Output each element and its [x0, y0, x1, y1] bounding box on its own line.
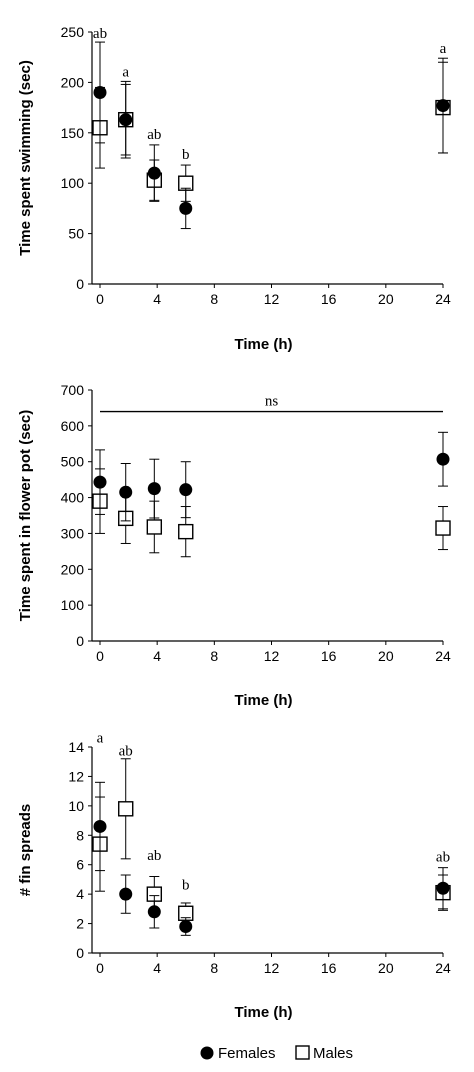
data-point-female	[436, 881, 450, 895]
significance-letter: a	[97, 730, 104, 746]
x-tick-label: 8	[210, 291, 218, 307]
significance-letter: b	[182, 147, 190, 163]
x-tick-label: 16	[321, 648, 337, 664]
significance-letter: a	[440, 41, 447, 57]
x-tick-label: 24	[435, 648, 451, 664]
y-tick-label: 50	[68, 226, 84, 242]
x-tick-label: 12	[264, 291, 280, 307]
data-point-female	[93, 475, 107, 489]
y-tick-label: 300	[61, 525, 85, 541]
legend: Females Males	[200, 1045, 353, 1062]
x-tick-label: 0	[96, 291, 104, 307]
data-point-male	[118, 801, 134, 817]
x-tick-label: 0	[96, 960, 104, 976]
significance-letter: ab	[93, 26, 107, 42]
series-females	[93, 431, 450, 522]
x-tick-label: 8	[210, 960, 218, 976]
legend-males-marker	[295, 1045, 310, 1060]
y-tick-label: 0	[76, 276, 84, 292]
data-point-male	[178, 523, 194, 540]
significance-letter: b	[182, 878, 190, 894]
data-point-female	[147, 482, 161, 496]
significance-letter: ab	[119, 744, 133, 760]
data-point-female	[179, 201, 193, 215]
x-axis-title: Time (h)	[234, 692, 292, 709]
y-tick-label: 6	[76, 857, 84, 873]
y-tick-label: 250	[61, 24, 85, 40]
data-point-female	[179, 483, 193, 497]
y-tick-label: 10	[68, 798, 84, 814]
data-point-female	[119, 113, 133, 127]
data-point-female	[147, 166, 161, 180]
y-tick-label: 400	[61, 490, 85, 506]
significance-letter: a	[122, 64, 129, 80]
data-point-female	[147, 905, 161, 919]
y-tick-label: 200	[61, 74, 85, 90]
series-males	[92, 468, 451, 558]
data-point-male	[435, 520, 451, 536]
x-tick-label: 8	[210, 648, 218, 664]
x-tick-label: 4	[153, 960, 161, 976]
series-females	[93, 781, 450, 936]
y-tick-label: 12	[68, 768, 84, 784]
chart-panel-2: 0 100 200 300 400 500 600 700 0 4 8 12 16 20 24 Time (h…	[17, 382, 451, 709]
x-tick-label: 12	[264, 960, 280, 976]
y-tick-label: 0	[76, 945, 84, 961]
y-tick-label: 700	[61, 382, 85, 398]
significance-letter: ab	[147, 848, 161, 864]
chart-panel-1: 0 50 100 150 200 250 0 4 8 12 16 20 24 Time (h) Time s…	[17, 24, 451, 353]
data-point-female	[93, 819, 107, 833]
significance-letter: ab	[436, 850, 450, 866]
data-point-male	[146, 519, 163, 535]
data-point-female	[436, 452, 450, 466]
y-tick-label: 150	[61, 125, 85, 141]
data-point-female	[436, 99, 450, 113]
data-point-female	[119, 485, 133, 499]
x-axis-title: Time (h)	[234, 1004, 292, 1021]
x-tick-label: 24	[435, 291, 451, 307]
y-tick-label: 500	[61, 454, 85, 470]
x-tick-label: 16	[321, 291, 337, 307]
legend-females-label: Females	[218, 1045, 276, 1062]
x-tick-label: 20	[378, 648, 394, 664]
series-females	[93, 41, 450, 230]
x-tick-label: 4	[153, 648, 161, 664]
x-tick-label: 24	[435, 960, 451, 976]
y-axis-title: # fin spreads	[17, 804, 34, 897]
significance-label: ns	[265, 394, 279, 410]
x-tick-label: 20	[378, 960, 394, 976]
y-tick-label: 100	[61, 597, 85, 613]
y-axis-title: Time spent in flower pot (sec)	[17, 410, 34, 621]
y-tick-label: 14	[68, 739, 84, 755]
data-point-female	[179, 920, 193, 934]
x-axis-title: Time (h)	[234, 336, 292, 353]
x-tick-label: 12	[264, 648, 280, 664]
y-tick-label: 0	[76, 633, 84, 649]
y-tick-label: 200	[61, 561, 85, 577]
x-tick-label: 0	[96, 648, 104, 664]
y-tick-label: 4	[76, 886, 84, 902]
significance-letter: ab	[147, 127, 161, 143]
y-tick-label: 2	[76, 916, 84, 932]
data-point-female	[119, 887, 133, 901]
y-tick-label: 8	[76, 827, 84, 843]
x-tick-label: 4	[153, 291, 161, 307]
data-point-female	[93, 85, 107, 99]
legend-females-marker	[200, 1046, 214, 1060]
legend-males-label: Males	[313, 1045, 353, 1062]
x-tick-label: 16	[321, 960, 337, 976]
y-axis-title: Time spent swimming (sec)	[17, 60, 34, 256]
series-males	[92, 758, 451, 925]
x-tick-label: 20	[378, 291, 394, 307]
y-tick-label: 100	[61, 175, 85, 191]
y-tick-label: 600	[61, 418, 85, 434]
